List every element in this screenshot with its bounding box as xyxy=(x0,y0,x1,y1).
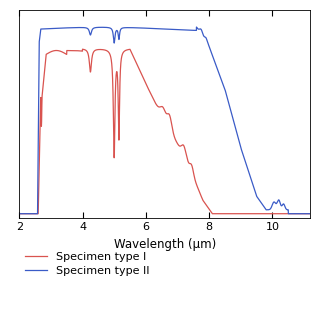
Specimen type I xyxy=(123,49,127,53)
Specimen type II xyxy=(233,125,237,129)
Specimen type II xyxy=(202,35,206,38)
Specimen type I xyxy=(17,212,21,216)
Specimen type II xyxy=(308,212,312,216)
Specimen type I xyxy=(202,200,206,204)
Specimen type II xyxy=(249,176,252,180)
Line: Specimen type I: Specimen type I xyxy=(19,49,310,214)
Specimen type II xyxy=(32,212,36,216)
Specimen type I xyxy=(308,212,312,216)
Specimen type I xyxy=(81,47,84,51)
Specimen type I xyxy=(249,212,252,216)
Specimen type I xyxy=(233,212,237,216)
Specimen type I xyxy=(190,163,194,167)
Legend: Specimen type I, Specimen type II: Specimen type I, Specimen type II xyxy=(25,252,149,276)
Line: Specimen type II: Specimen type II xyxy=(19,27,310,214)
Specimen type II xyxy=(123,26,126,30)
Specimen type II xyxy=(195,25,198,29)
Specimen type II xyxy=(189,28,193,32)
X-axis label: Wavelength (μm): Wavelength (μm) xyxy=(114,238,216,251)
Specimen type I xyxy=(32,212,36,216)
Specimen type II xyxy=(17,212,21,216)
